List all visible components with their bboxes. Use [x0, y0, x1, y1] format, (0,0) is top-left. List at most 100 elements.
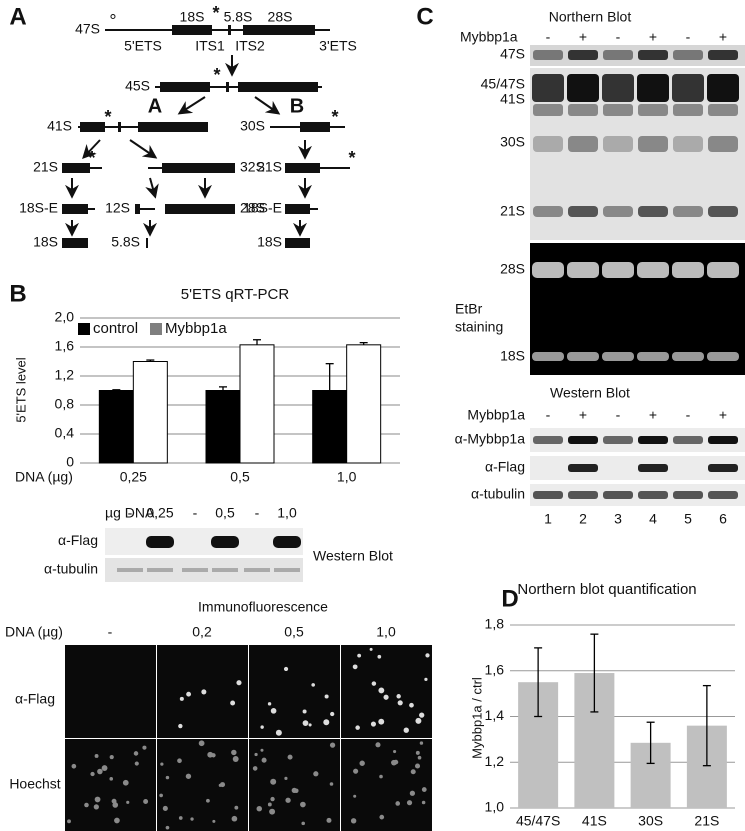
error-bar [359, 341, 368, 345]
rna-region [300, 122, 330, 132]
band [708, 50, 738, 60]
gel-row-label: 28S [500, 261, 525, 277]
legend-label: Mybbp1a [165, 320, 227, 337]
y-tick-label: 0,4 [55, 425, 75, 441]
band [602, 74, 634, 102]
rna-label: ITS1 [195, 38, 225, 54]
cell [425, 653, 430, 658]
x-tick-label: 0,5 [230, 469, 250, 485]
micrograph [65, 739, 156, 831]
gel-label: EtBr [455, 301, 483, 317]
legend-label: control [93, 320, 138, 337]
band [147, 568, 173, 572]
band [273, 536, 301, 548]
cell [93, 804, 99, 810]
cell [165, 825, 170, 830]
band [708, 104, 738, 116]
cell [409, 790, 416, 796]
band [567, 262, 599, 278]
cell [369, 647, 373, 651]
cell [403, 727, 409, 733]
asterisk: * [104, 107, 111, 127]
cell [267, 702, 272, 706]
cell [379, 774, 383, 779]
x-tick-label: 30S [638, 813, 663, 829]
cell [329, 782, 334, 786]
chart-title: 5'ETS qRT-PCR [181, 286, 290, 303]
rna-label: 18S [257, 234, 282, 250]
cell [353, 768, 359, 774]
cell [421, 787, 427, 792]
band [603, 436, 633, 444]
rna-region [135, 204, 140, 214]
lane-sign: + [649, 407, 657, 423]
cell [260, 748, 264, 752]
if-title: Immunofluorescence [198, 599, 328, 615]
cell [330, 711, 335, 717]
cell [294, 788, 299, 793]
cell [421, 800, 426, 805]
lane-label: 1,0 [277, 505, 297, 521]
band [672, 352, 704, 361]
band [707, 262, 739, 278]
blot-row-label: 47S [500, 46, 525, 62]
band [673, 491, 703, 499]
x-axis-label: DNA (µg) [15, 469, 73, 485]
band [568, 136, 598, 152]
lane-number: 1 [544, 511, 552, 527]
band [244, 568, 270, 572]
cell [212, 819, 216, 823]
cell [311, 683, 315, 687]
rna-label: 41S [47, 118, 72, 134]
rna-label: 28S [268, 9, 293, 25]
rna-region [80, 122, 105, 132]
gel-row-label: 18S [500, 348, 525, 364]
band [673, 50, 703, 60]
panel-letter: D [501, 585, 518, 612]
if-dose: 0,5 [284, 624, 304, 640]
rna-region [160, 82, 210, 92]
pathway-label: A [148, 95, 162, 117]
if-dose: 0,2 [192, 624, 212, 640]
lane-sign: + [719, 407, 727, 423]
cell [252, 766, 258, 771]
band [602, 262, 634, 278]
lane-number: 5 [684, 511, 692, 527]
cell [185, 773, 192, 779]
cell [285, 797, 291, 803]
error-bar [646, 721, 655, 765]
x-tick-label: 0,25 [120, 469, 147, 485]
rna-region [118, 122, 121, 132]
rna-label: 12S [105, 200, 130, 216]
bar [239, 344, 275, 464]
asterisk: * [212, 3, 219, 23]
y-tick-label: 1,2 [485, 753, 505, 769]
band [637, 352, 669, 361]
rna-region [62, 204, 88, 214]
band [274, 568, 300, 572]
cell [97, 768, 103, 775]
cell [109, 754, 114, 760]
legend-swatch [78, 323, 90, 335]
rna-region [243, 25, 315, 35]
cell [414, 763, 421, 769]
x-tick-label: 45/47S [516, 813, 560, 829]
band [568, 50, 598, 60]
cell [142, 745, 147, 750]
cell [417, 755, 422, 760]
band [533, 206, 563, 217]
cell [395, 801, 401, 806]
cell [201, 689, 207, 695]
error-bar [146, 359, 155, 362]
lane-number: 3 [614, 511, 622, 527]
cell [114, 817, 120, 824]
cell [406, 800, 413, 806]
lane-sign: + [579, 29, 587, 45]
cell [122, 779, 129, 786]
rna-region [146, 238, 148, 248]
blot-row-label: 45/47S [481, 76, 525, 92]
blot-row-label: α-Mybbp1a [455, 431, 526, 447]
band [533, 436, 563, 444]
cell [419, 712, 425, 718]
circle-marker: ° [109, 11, 116, 31]
